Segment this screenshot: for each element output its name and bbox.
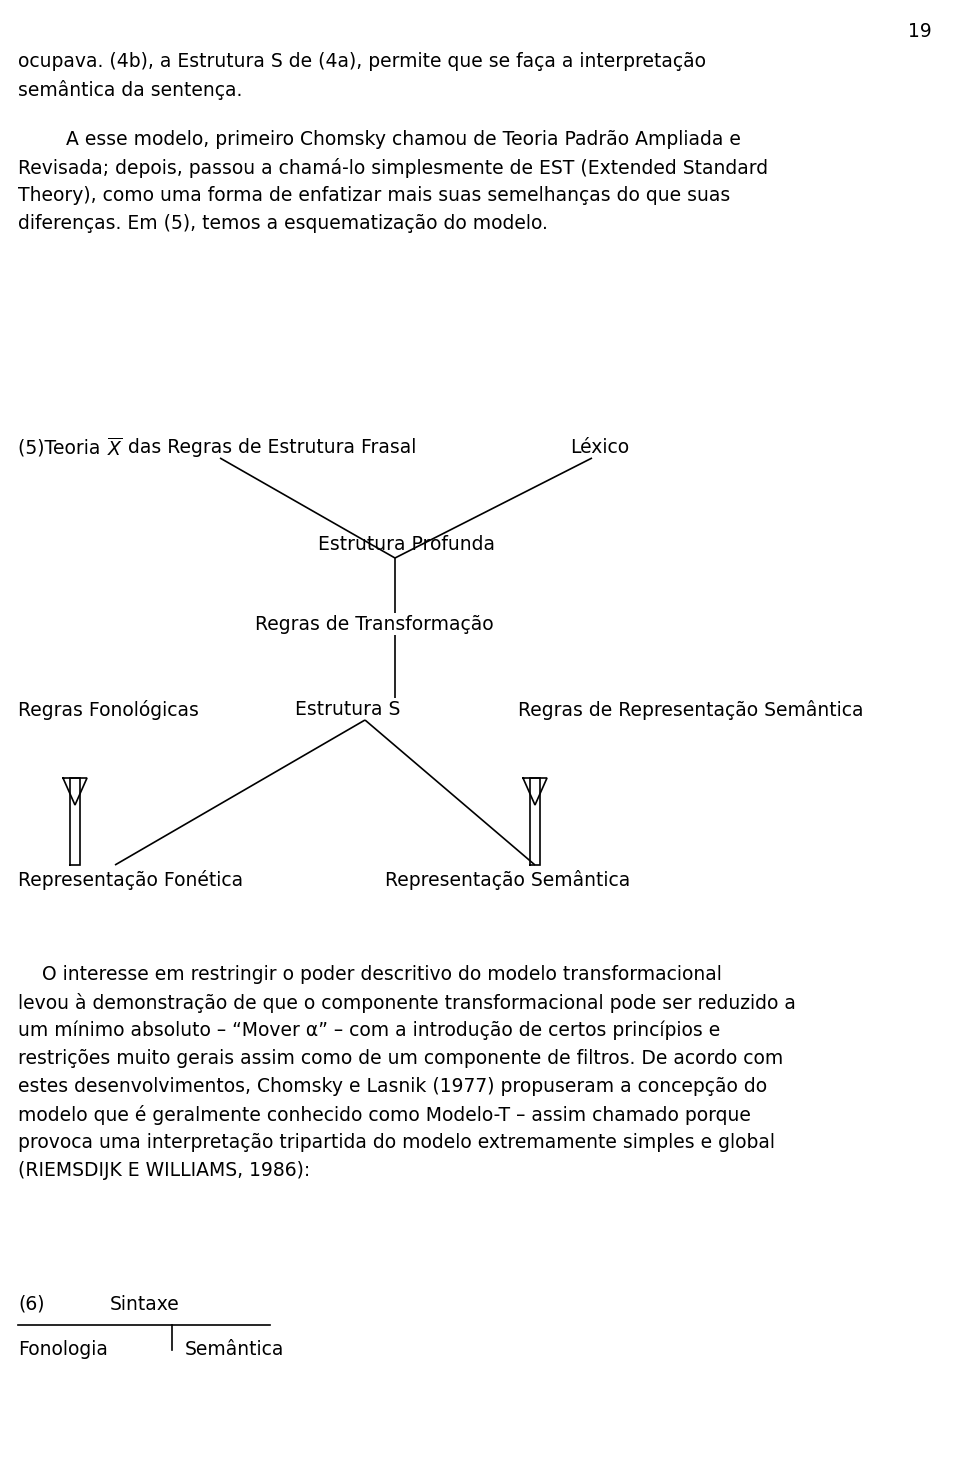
Text: Revisada; depois, passou a chamá-lo simplesmente de EST (Extended Standard: Revisada; depois, passou a chamá-lo simp… bbox=[18, 158, 768, 177]
Text: Léxico: Léxico bbox=[570, 437, 629, 457]
Text: Estrutura S: Estrutura S bbox=[295, 701, 400, 718]
Text: Representação Semântica: Representação Semântica bbox=[385, 871, 631, 890]
Text: provoca uma interpretação tripartida do modelo extremamente simples e global: provoca uma interpretação tripartida do … bbox=[18, 1134, 775, 1151]
Text: A esse modelo, primeiro Chomsky chamou de Teoria Padrão Ampliada e: A esse modelo, primeiro Chomsky chamou d… bbox=[18, 130, 741, 149]
Text: estes desenvolvimentos, Chomsky e Lasnik (1977) propuseram a concepção do: estes desenvolvimentos, Chomsky e Lasnik… bbox=[18, 1077, 767, 1097]
Text: das Regras de Estrutura Frasal: das Regras de Estrutura Frasal bbox=[122, 437, 417, 457]
Text: Regras Fonológicas: Regras Fonológicas bbox=[18, 701, 199, 720]
Text: O interesse em restringir o poder descritivo do modelo transformacional: O interesse em restringir o poder descri… bbox=[18, 965, 722, 984]
Text: levou à demonstração de que o componente transformacional pode ser reduzido a: levou à demonstração de que o componente… bbox=[18, 993, 796, 1012]
Text: ocupava. (4b), a Estrutura S de (4a), permite que se faça a interpretação: ocupava. (4b), a Estrutura S de (4a), pe… bbox=[18, 52, 706, 71]
Text: Theory), como uma forma de enfatizar mais suas semelhanças do que suas: Theory), como uma forma de enfatizar mai… bbox=[18, 186, 731, 205]
Text: restrições muito gerais assim como de um componente de filtros. De acordo com: restrições muito gerais assim como de um… bbox=[18, 1049, 783, 1069]
Text: Regras de Transformação: Regras de Transformação bbox=[255, 615, 493, 634]
Text: Estrutura Profunda: Estrutura Profunda bbox=[318, 535, 495, 554]
Text: modelo que é geralmente conhecido como Modelo-T – assim chamado porque: modelo que é geralmente conhecido como M… bbox=[18, 1106, 751, 1125]
Text: um mínimo absoluto – “Mover α” – com a introdução de certos princípios e: um mínimo absoluto – “Mover α” – com a i… bbox=[18, 1021, 720, 1041]
Text: Representação Fonética: Representação Fonética bbox=[18, 871, 243, 890]
Text: Regras de Representação Semântica: Regras de Representação Semântica bbox=[518, 701, 863, 720]
Text: (5)Teoria: (5)Teoria bbox=[18, 437, 112, 457]
Text: diferenças. Em (5), temos a esquematização do modelo.: diferenças. Em (5), temos a esquematizaç… bbox=[18, 214, 548, 234]
Text: (6): (6) bbox=[18, 1295, 44, 1314]
Text: semântica da sentença.: semântica da sentença. bbox=[18, 80, 242, 101]
Text: Semântica: Semântica bbox=[185, 1341, 284, 1358]
Text: Fonologia: Fonologia bbox=[18, 1341, 108, 1358]
Text: $\overline{X}$: $\overline{X}$ bbox=[107, 437, 123, 460]
Text: 19: 19 bbox=[908, 22, 932, 41]
Text: (RIEMSDIJK E WILLIAMS, 1986):: (RIEMSDIJK E WILLIAMS, 1986): bbox=[18, 1162, 310, 1179]
Text: Sintaxe: Sintaxe bbox=[110, 1295, 180, 1314]
